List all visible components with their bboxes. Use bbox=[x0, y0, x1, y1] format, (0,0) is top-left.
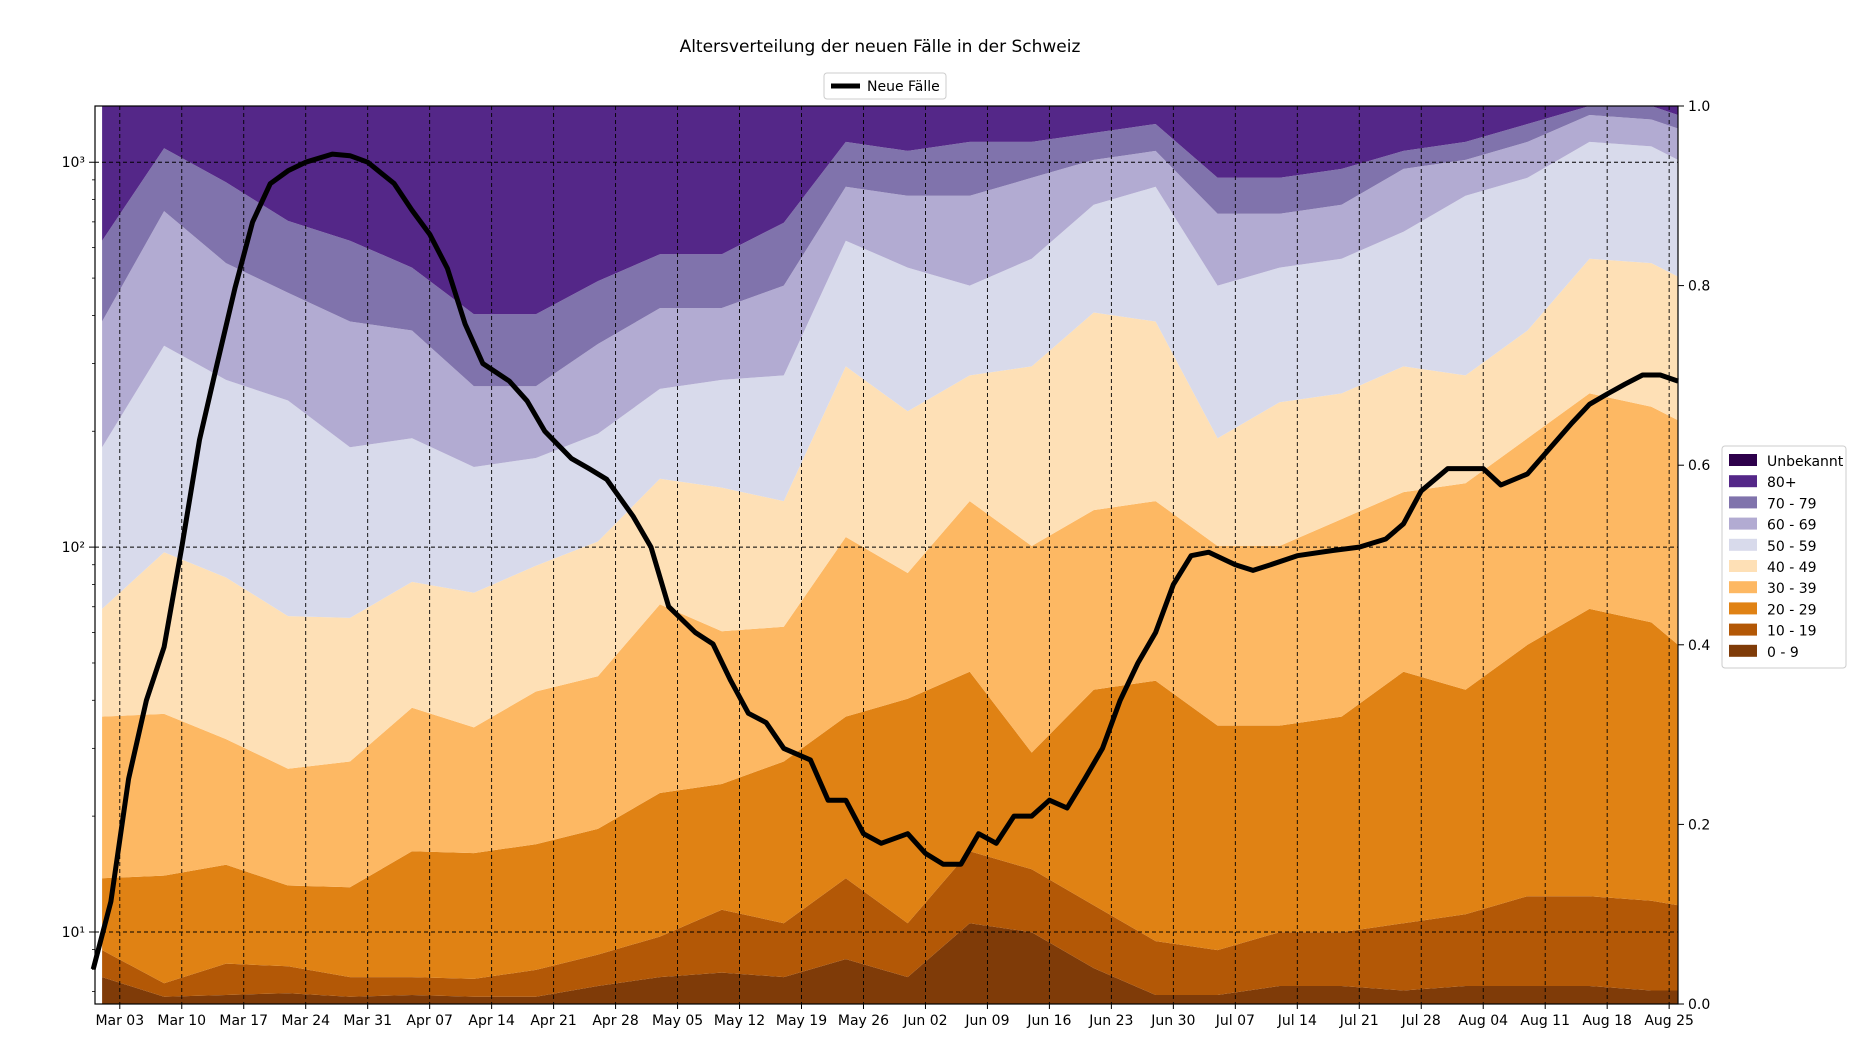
x-tick-label: Jul 14 bbox=[1277, 1013, 1317, 1029]
x-tick-label: Jun 23 bbox=[1088, 1013, 1133, 1029]
legend-swatch bbox=[1729, 581, 1757, 594]
area-10-19 bbox=[102, 851, 1679, 997]
x-tick-label: Jun 02 bbox=[902, 1013, 947, 1029]
y-left-tick-label: 10³ bbox=[62, 155, 85, 171]
y-right-tick-label: 0.4 bbox=[1688, 638, 1710, 654]
x-tick-label: May 05 bbox=[652, 1013, 703, 1029]
legend-label: 10 - 19 bbox=[1767, 624, 1817, 640]
legend-swatch bbox=[1729, 560, 1757, 572]
x-tick-label: Mar 10 bbox=[157, 1013, 206, 1029]
legend-swatch bbox=[1729, 602, 1757, 615]
new-cases-line bbox=[90, 151, 1679, 970]
x-tick-label: May 26 bbox=[838, 1013, 889, 1029]
x-axis: Mar 03 Mar 10 Mar 17 Mar 24 Mar 31 Apr 07 Apr … bbox=[95, 1004, 1694, 1029]
x-tick-label: Apr 28 bbox=[592, 1013, 638, 1029]
x-tick-label: May 12 bbox=[714, 1013, 765, 1029]
legend-label: 20 - 29 bbox=[1767, 602, 1817, 618]
legend-label: 30 - 39 bbox=[1767, 581, 1817, 597]
grid-lines bbox=[95, 106, 1678, 1004]
y-axis-right: 0.0 0.2 0.4 0.6 0.8 1.0 bbox=[1678, 99, 1710, 1013]
x-tick-label: Aug 11 bbox=[1520, 1013, 1570, 1029]
legend-swatch bbox=[1729, 538, 1757, 551]
legend-swatch bbox=[1729, 517, 1757, 530]
x-tick-label: Jun 30 bbox=[1150, 1013, 1195, 1029]
legend-label: 0 - 9 bbox=[1767, 645, 1799, 661]
legend-label: Unbekannt bbox=[1767, 454, 1844, 470]
y-right-tick-label: 0.6 bbox=[1688, 458, 1710, 474]
plot-frame bbox=[94, 105, 1679, 1005]
x-tick-label: Apr 21 bbox=[530, 1013, 576, 1029]
x-tick-label: Jun 16 bbox=[1026, 1013, 1071, 1029]
area-layers bbox=[102, 106, 1679, 1004]
x-tick-label: Aug 04 bbox=[1458, 1013, 1508, 1029]
x-tick-label: Jul 28 bbox=[1401, 1013, 1441, 1029]
legend-right: Unbekannt 80+ 70 - 79 60 - 69 50 - 59 40 - 49… bbox=[1721, 445, 1847, 669]
legend-label: 60 - 69 bbox=[1767, 518, 1817, 534]
x-tick-label: Aug 25 bbox=[1644, 1013, 1694, 1029]
chart-title: Altersverteilung der neuen Fälle in der … bbox=[680, 37, 1081, 57]
y-right-tick-label: 0.0 bbox=[1688, 997, 1710, 1013]
y-right-tick-label: 0.8 bbox=[1688, 279, 1710, 295]
area-40-49 bbox=[102, 258, 1679, 769]
legend-line-label: Neue Fälle bbox=[867, 79, 940, 95]
y-axis-left: 10¹ 10² 10³ bbox=[62, 155, 95, 993]
new-cases-line-group bbox=[90, 151, 1679, 970]
y-left-tick-label: 10¹ bbox=[62, 925, 85, 941]
x-tick-label: Aug 18 bbox=[1582, 1013, 1632, 1029]
y-right-tick-label: 0.2 bbox=[1688, 817, 1710, 833]
legend-top: Neue Fälle bbox=[823, 72, 947, 100]
y-right-tick-label: 1.0 bbox=[1688, 99, 1710, 115]
x-tick-label: Mar 03 bbox=[95, 1013, 144, 1029]
area-0-9 bbox=[102, 923, 1679, 1004]
area-50-59 bbox=[102, 141, 1679, 618]
legend-label: 70 - 79 bbox=[1767, 496, 1817, 512]
x-tick-label: Jul 07 bbox=[1215, 1013, 1255, 1029]
legend-swatch bbox=[1729, 454, 1757, 466]
area-70-79 bbox=[102, 106, 1679, 387]
legend-label: 80+ bbox=[1767, 475, 1797, 491]
x-tick-label: May 19 bbox=[776, 1013, 827, 1029]
x-tick-label: Apr 07 bbox=[406, 1013, 452, 1029]
legend-label: 40 - 49 bbox=[1767, 560, 1817, 576]
legend-swatch bbox=[1729, 623, 1757, 636]
x-tick-label: Jun 09 bbox=[964, 1013, 1009, 1029]
legend-swatch bbox=[1729, 644, 1757, 657]
legend-swatch bbox=[1729, 496, 1757, 509]
x-tick-label: Mar 24 bbox=[281, 1013, 330, 1029]
x-tick-label: Mar 31 bbox=[343, 1013, 392, 1029]
area-30-39 bbox=[102, 393, 1679, 888]
area-60-69 bbox=[102, 115, 1679, 467]
x-tick-label: Jul 21 bbox=[1339, 1013, 1379, 1029]
y-left-tick-label: 10² bbox=[62, 540, 85, 556]
area-80 bbox=[102, 106, 1679, 315]
legend-top-box bbox=[823, 72, 947, 100]
x-tick-label: Mar 17 bbox=[219, 1013, 268, 1029]
area-20-29 bbox=[102, 608, 1679, 984]
legend-label: 50 - 59 bbox=[1767, 539, 1817, 555]
x-tick-label: Apr 14 bbox=[468, 1013, 515, 1029]
legend-swatch bbox=[1729, 475, 1757, 488]
